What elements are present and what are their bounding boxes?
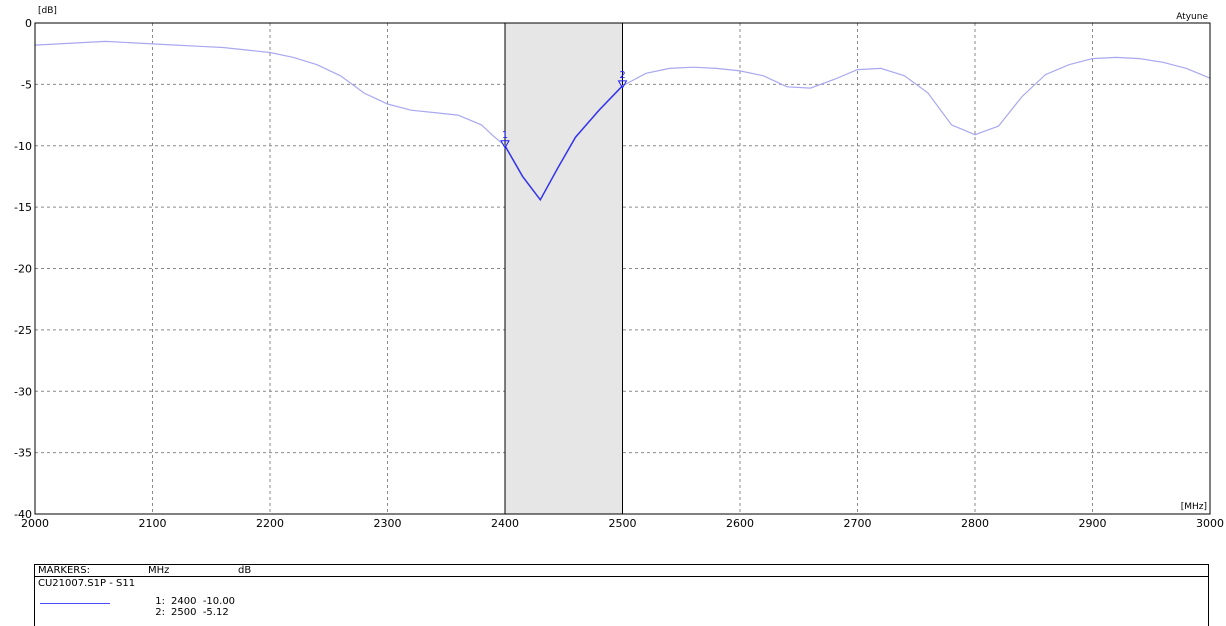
marker-row-x: 2500 xyxy=(171,607,197,618)
highlight-band xyxy=(504,23,623,514)
y-tick-label: -5 xyxy=(21,78,32,91)
x-tick-label: 3000 xyxy=(1196,517,1224,530)
y-tick-label: -30 xyxy=(14,385,32,398)
x-axis-label: [MHz] xyxy=(1181,502,1207,512)
x-tick-label: 2000 xyxy=(21,517,49,530)
marker-triangle xyxy=(617,80,628,89)
y-tick-label: -20 xyxy=(14,263,32,276)
x-tick-label: 2900 xyxy=(1079,517,1107,530)
marker-rows: 1: 2400 -10.00 2: 2500 -5.12 xyxy=(35,596,1208,618)
plot-frame xyxy=(34,22,1211,515)
x-tick-label: 2600 xyxy=(726,517,754,530)
marker-row: 1: 2400 -10.00 xyxy=(123,596,1208,607)
marker-row-y: -10.00 xyxy=(202,596,236,607)
x-tick-label: 2800 xyxy=(961,517,989,530)
marker-label: 1 xyxy=(502,130,508,141)
marker-header-y-unit: dB xyxy=(238,565,252,576)
y-tick-label: -25 xyxy=(14,324,32,337)
trace-name: CU21007.S1P - S11 xyxy=(38,578,136,589)
y-axis-label: [dB] xyxy=(38,6,57,16)
trace-legend-line xyxy=(40,603,110,604)
y-tick-label: 0 xyxy=(25,17,32,30)
marker-row-index: 1: xyxy=(155,596,165,607)
highlight-band-rect xyxy=(505,23,623,514)
marker-table: MARKERS: MHz dB CU21007.S1P - S11 1: 2400 -… xyxy=(34,564,1209,626)
marker-header-x-unit: MHz xyxy=(148,565,170,576)
x-tick-label: 2200 xyxy=(256,517,284,530)
x-tick-label: 2100 xyxy=(139,517,167,530)
markers-layer: 12 xyxy=(500,70,628,149)
y-tick-label: -35 xyxy=(14,447,32,460)
x-tick-label: 2300 xyxy=(374,517,402,530)
marker-row-x: 2400 xyxy=(171,596,197,607)
y-tick-label: -15 xyxy=(14,201,32,214)
s11-chart: 12 2000 2100 2200 2300 2400 2500 2600 2700 2800 2… xyxy=(14,6,1224,530)
y-tick-label: -40 xyxy=(14,508,32,521)
tick-labels: 2000 2100 2200 2300 2400 2500 2600 2700 2800 2900… xyxy=(14,17,1224,530)
x-tick-label: 2700 xyxy=(844,517,872,530)
x-tick-label: 2400 xyxy=(491,517,519,530)
series-band-line xyxy=(504,85,624,202)
corner-label: Atyune xyxy=(1176,12,1208,22)
marker-header-title: MARKERS: xyxy=(38,565,90,576)
series-layer xyxy=(34,40,1211,202)
marker-row-index: 2: xyxy=(155,607,165,618)
x-tick-label: 2500 xyxy=(609,517,637,530)
marker-triangle xyxy=(500,140,510,149)
marker-table-header: MARKERS: MHz dB xyxy=(35,565,1208,577)
marker-row-y: -5.12 xyxy=(202,607,229,618)
y-tick-label: -10 xyxy=(14,140,32,153)
marker-row: 2: 2500 -5.12 xyxy=(123,607,1208,618)
marker-label: 2 xyxy=(619,70,625,81)
